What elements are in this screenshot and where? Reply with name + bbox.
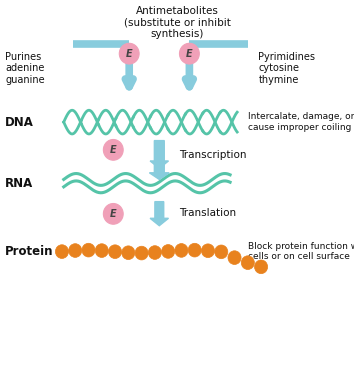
- Text: Intercalate, damage, or
cause improper coiling: Intercalate, damage, or cause improper c…: [248, 112, 354, 132]
- Circle shape: [103, 204, 123, 224]
- Text: E: E: [110, 209, 116, 219]
- Circle shape: [228, 251, 241, 265]
- Text: DNA: DNA: [5, 115, 34, 129]
- Text: Purines
adenine
guanine: Purines adenine guanine: [5, 52, 45, 85]
- Circle shape: [161, 245, 175, 258]
- Text: Antimetabolites
(substitute or inhibit
synthesis): Antimetabolites (substitute or inhibit s…: [124, 6, 230, 39]
- Circle shape: [255, 260, 268, 274]
- Circle shape: [103, 139, 123, 160]
- Circle shape: [175, 243, 188, 257]
- Circle shape: [201, 244, 215, 258]
- Text: RNA: RNA: [5, 176, 34, 190]
- Circle shape: [82, 243, 95, 257]
- Text: Translation: Translation: [179, 208, 236, 218]
- Circle shape: [241, 256, 254, 269]
- FancyArrow shape: [149, 141, 169, 179]
- Text: Protein: Protein: [5, 245, 54, 258]
- Text: Block protein function within
cells or on cell surface: Block protein function within cells or o…: [248, 242, 354, 261]
- Text: E: E: [110, 145, 116, 155]
- Circle shape: [188, 243, 201, 257]
- Circle shape: [95, 244, 108, 258]
- Circle shape: [119, 43, 139, 64]
- Circle shape: [215, 245, 228, 259]
- Circle shape: [148, 246, 161, 259]
- Text: Transcription: Transcription: [179, 150, 246, 161]
- Text: E: E: [126, 48, 132, 59]
- Circle shape: [122, 246, 135, 260]
- FancyArrow shape: [150, 144, 169, 168]
- Text: E: E: [186, 48, 193, 59]
- Circle shape: [55, 245, 68, 258]
- Circle shape: [108, 245, 122, 259]
- Circle shape: [135, 246, 148, 260]
- FancyArrow shape: [150, 202, 169, 226]
- Text: Pyrimidines
cytosine
thymine: Pyrimidines cytosine thymine: [258, 52, 315, 85]
- Circle shape: [69, 244, 82, 258]
- Circle shape: [179, 43, 199, 64]
